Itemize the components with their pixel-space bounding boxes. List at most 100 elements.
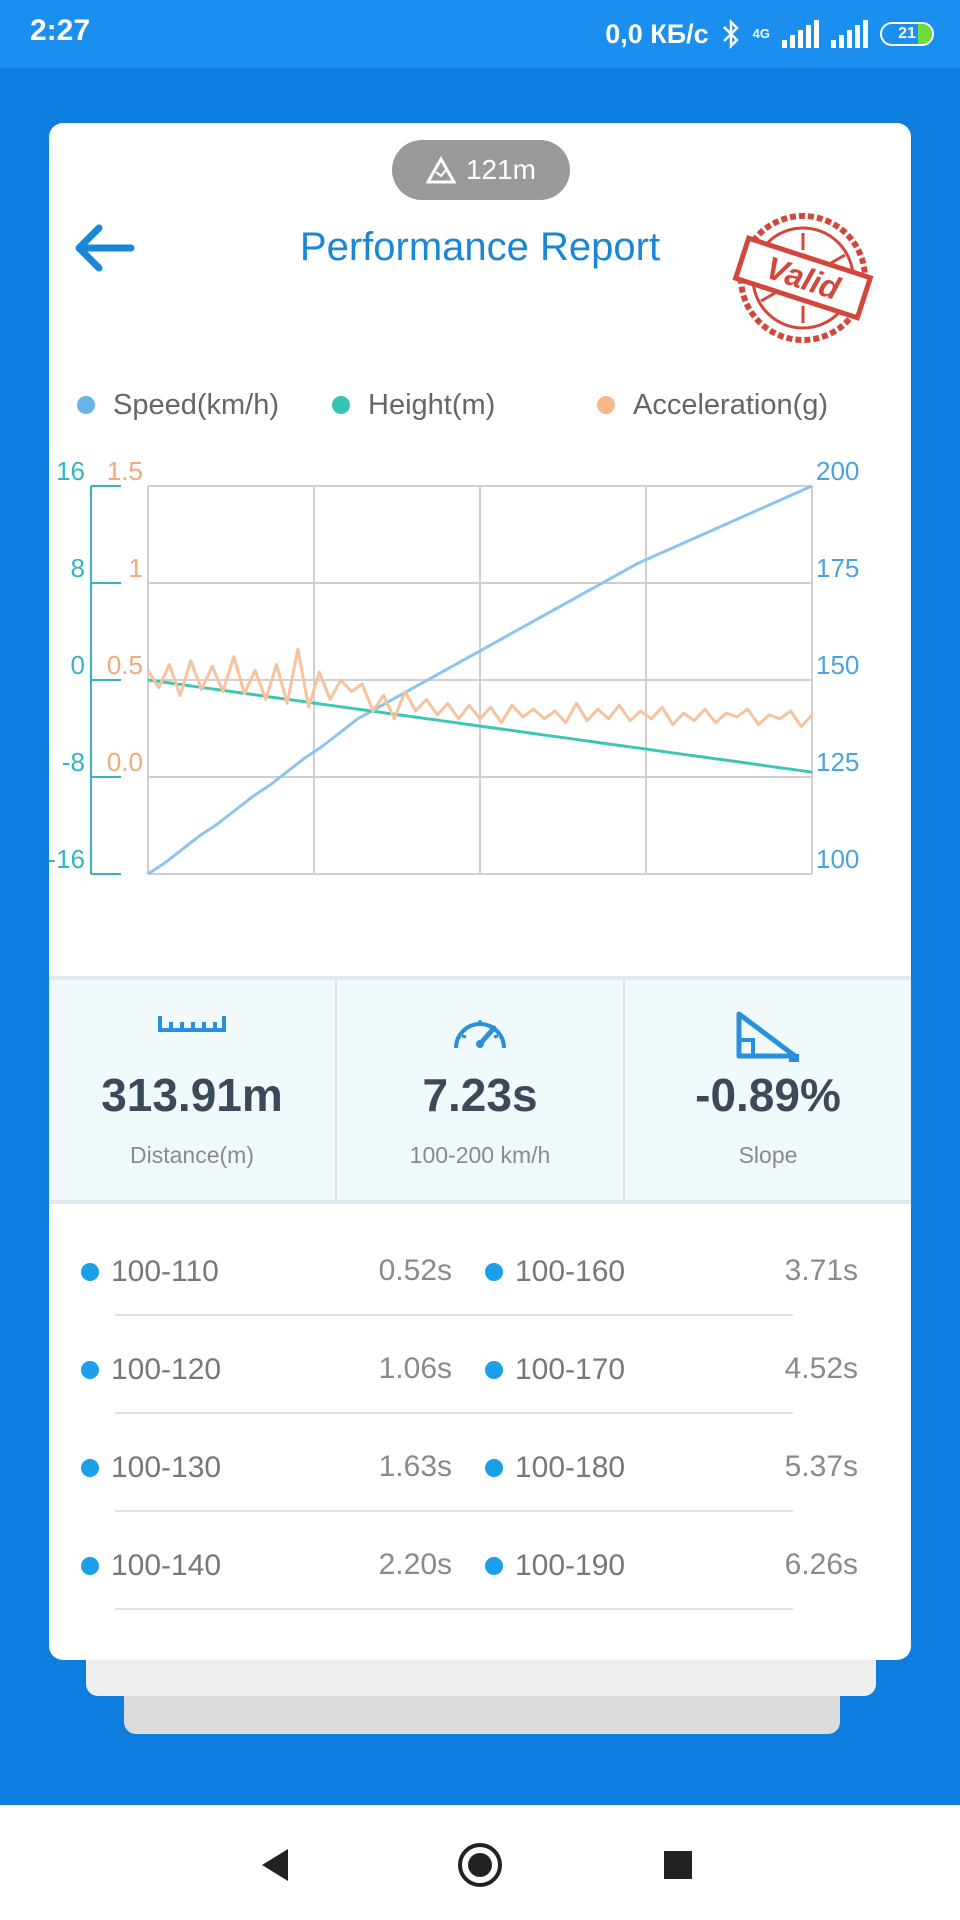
split-times-list: 100-110 0.52s 100-160 3.71s 100-120 1.06… (49, 1218, 911, 1610)
split-left: 100-130 (81, 1450, 221, 1486)
row-divider (115, 1314, 793, 1316)
performance-chart: 16 8 0 -8 -16 1.5 1 0.5 0.0 200 175 150 125 100 (49, 456, 859, 876)
legend-acceleration: Acceleration(g) (597, 385, 828, 425)
split-right: 100-160 (485, 1254, 625, 1290)
acceleration-tick-label: 1.5 (107, 456, 143, 486)
legend-height: Height(m) (332, 385, 597, 425)
battery-level: 21 (898, 25, 916, 42)
back-triangle-icon (262, 1849, 288, 1881)
split-left: 100-120 (81, 1352, 221, 1388)
back-arrow-icon[interactable] (69, 218, 139, 278)
row-divider (115, 1510, 793, 1512)
split-bullet (81, 1557, 99, 1575)
altitude-value: 121m (465, 154, 537, 185)
split-time: 6.26s (784, 1548, 858, 1581)
acceleration-tick-label: 0.5 (107, 650, 143, 680)
network-type: 4G (752, 26, 770, 41)
system-nav-bar (0, 1805, 960, 1920)
distance-value: 313.91m (101, 1069, 283, 1121)
series-speed-line (147, 484, 813, 876)
altitude-pill: 121m (392, 140, 570, 200)
stat-distance: 313.91m Distance(m) (49, 980, 335, 1200)
legend-acceleration-dot (597, 396, 615, 414)
time-value: 7.23s (422, 1069, 538, 1121)
split-bullet (485, 1361, 503, 1379)
acceleration-tick-label: 1 (129, 553, 143, 583)
signal-icon-2 (831, 20, 868, 48)
speed-tick-label: 100 (816, 844, 859, 874)
row-divider (115, 1608, 793, 1610)
nav-home-button[interactable] (450, 1835, 510, 1895)
height-tick-label: 0 (71, 650, 85, 680)
split-bullet (81, 1263, 99, 1281)
nav-recents-button[interactable] (648, 1835, 708, 1895)
home-circle-icon (458, 1843, 502, 1887)
split-row: 100-140 2.20s 100-190 6.26s (49, 1512, 911, 1610)
status-bar: 2:27 0,0 КБ/с 4G 21 (0, 0, 960, 68)
page-title: Performance Report (299, 225, 661, 269)
legend-speed-label: Speed(km/h) (113, 388, 280, 421)
split-right: 100-190 (485, 1548, 625, 1584)
legend-speed-dot (77, 396, 95, 414)
speed-tick-label: 125 (816, 747, 859, 777)
split-range: 100-120 (111, 1353, 222, 1386)
split-time: 2.20s (378, 1548, 452, 1581)
height-tick-label: 8 (71, 553, 85, 583)
speed-tick-label: 175 (816, 553, 859, 583)
split-row: 100-110 0.52s 100-160 3.71s (49, 1218, 911, 1316)
split-time: 1.06s (378, 1352, 452, 1385)
ruler-icon (158, 1016, 226, 1032)
split-time: 3.71s (784, 1254, 858, 1287)
speedometer-icon (454, 1020, 506, 1049)
series-acceleration-line (146, 647, 814, 729)
chart-legend: Speed(km/h) Height(m) Acceleration(g) (77, 385, 897, 425)
height-tick-label: 16 (56, 456, 85, 486)
stats-panel: 313.91m Distance(m) 7.23s 100-200 km/h -… (49, 976, 911, 1204)
bluetooth-icon (722, 19, 739, 49)
slope-label: Slope (738, 1142, 798, 1168)
mountain-icon (425, 156, 456, 184)
acceleration-tick-label: 0.0 (107, 747, 143, 777)
split-bullet (81, 1361, 99, 1379)
split-right: 100-170 (485, 1352, 625, 1388)
split-range: 100-190 (515, 1549, 626, 1582)
split-range: 100-160 (515, 1255, 626, 1288)
legend-height-dot (332, 396, 350, 414)
distance-label: Distance(m) (130, 1142, 254, 1168)
legend-height-label: Height(m) (368, 388, 496, 421)
time-label: 100-200 km/h (409, 1142, 551, 1168)
battery-icon: 21 (880, 22, 934, 46)
split-bullet (485, 1263, 503, 1281)
split-range: 100-140 (111, 1549, 222, 1582)
split-bullet (485, 1459, 503, 1477)
speed-tick-label: 150 (816, 650, 859, 680)
split-time: 1.63s (378, 1450, 452, 1483)
series-height-line (147, 678, 813, 774)
split-range: 100-180 (515, 1451, 626, 1484)
split-time: 0.52s (378, 1254, 452, 1287)
stat-time: 7.23s 100-200 km/h (335, 980, 623, 1200)
speed-tick-label: 200 (816, 456, 859, 486)
legend-acceleration-label: Acceleration(g) (633, 388, 829, 421)
split-time: 4.52s (784, 1352, 858, 1385)
split-left: 100-140 (81, 1548, 221, 1584)
split-range: 100-130 (111, 1451, 222, 1484)
height-tick-label: -8 (62, 747, 85, 777)
height-tick-label: -16 (49, 844, 85, 874)
network-speed: 0,0 КБ/с (605, 18, 709, 49)
status-time: 2:27 (30, 14, 91, 47)
split-right: 100-180 (485, 1450, 625, 1486)
split-row: 100-120 1.06s 100-170 4.52s (49, 1316, 911, 1414)
valid-stamp-icon: Valid (732, 213, 874, 343)
split-range: 100-110 (111, 1255, 219, 1288)
report-card: 121m Performance Report Valid Speed(km/h… (49, 123, 911, 1660)
recents-square-icon (664, 1851, 692, 1879)
slope-icon (736, 1011, 799, 1062)
stat-slope: -0.89% Slope (623, 980, 911, 1200)
split-row: 100-130 1.63s 100-180 5.37s (49, 1414, 911, 1512)
split-time: 5.37s (784, 1450, 858, 1483)
slope-value: -0.89% (695, 1069, 841, 1121)
nav-back-button[interactable] (245, 1835, 305, 1895)
split-bullet (81, 1459, 99, 1477)
row-divider (115, 1412, 793, 1414)
